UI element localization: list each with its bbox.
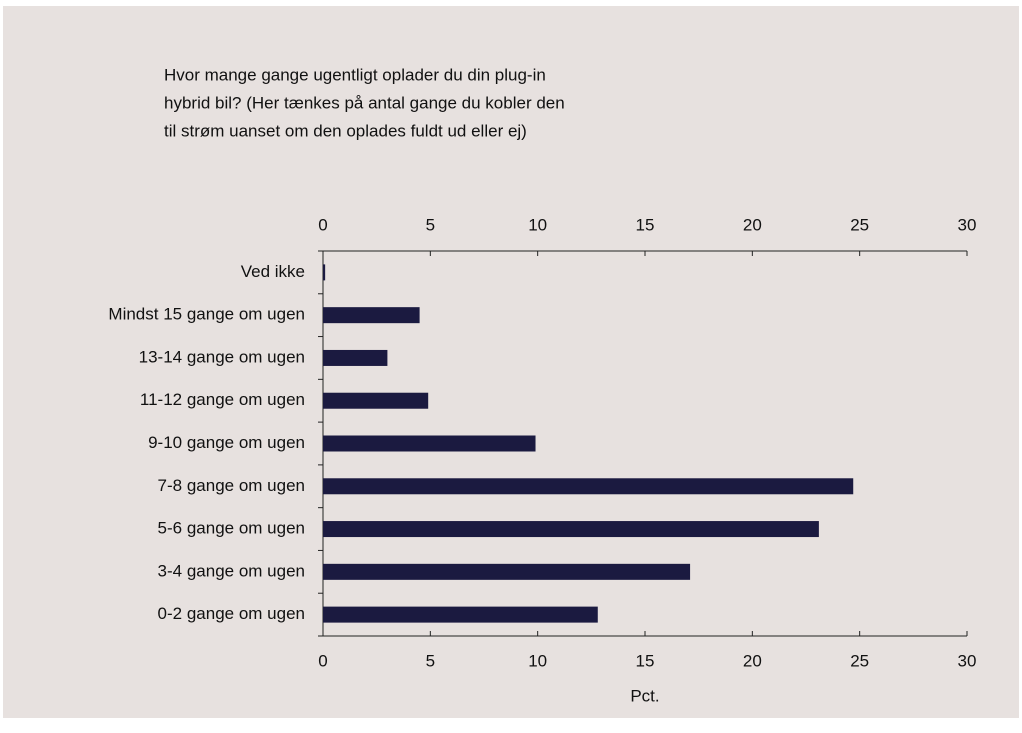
bar [323, 521, 819, 538]
y-tick-label: 9-10 gange om ugen [148, 433, 305, 452]
bar [323, 478, 854, 495]
x-tick-label: 5 [426, 651, 435, 670]
bar [323, 349, 388, 366]
x-tick-label: 20 [743, 215, 762, 234]
x-tick-label: 15 [636, 215, 655, 234]
chart-title: hybrid bil? (Her tænkes på antal gange d… [164, 93, 565, 112]
x-tick-label: 30 [958, 215, 977, 234]
y-tick-label: 3-4 gange om ugen [158, 561, 305, 580]
bar [323, 563, 691, 580]
x-tick-label: 20 [743, 651, 762, 670]
y-tick-label: 5-6 gange om ugen [158, 519, 305, 538]
x-tick-label: 5 [426, 215, 435, 234]
x-tick-label: 10 [528, 651, 547, 670]
y-tick-label: Ved ikke [241, 262, 305, 281]
x-tick-label: 25 [850, 651, 869, 670]
bar [323, 606, 598, 623]
y-tick-label: 13-14 gange om ugen [139, 347, 305, 366]
x-tick-label: 10 [528, 215, 547, 234]
x-tick-label: 0 [318, 651, 327, 670]
chart-title: til strøm uanset om den oplades fuldt ud… [164, 121, 527, 140]
x-tick-label: 0 [318, 215, 327, 234]
y-tick-label: 7-8 gange om ugen [158, 476, 305, 495]
bar [323, 264, 326, 281]
bar [323, 435, 536, 452]
x-axis-title: Pct. [630, 686, 659, 705]
y-tick-label: 0-2 gange om ugen [158, 604, 305, 623]
x-tick-label: 15 [636, 651, 655, 670]
chart-title: Hvor mange gange ugentligt oplader du di… [164, 65, 546, 84]
x-tick-label: 30 [958, 651, 977, 670]
bar [323, 392, 429, 409]
x-tick-label: 25 [850, 215, 869, 234]
background [3, 6, 1019, 718]
y-tick-label: 11-12 gange om ugen [140, 390, 305, 409]
bar [323, 307, 420, 324]
y-tick-label: Mindst 15 gange om ugen [108, 305, 305, 324]
